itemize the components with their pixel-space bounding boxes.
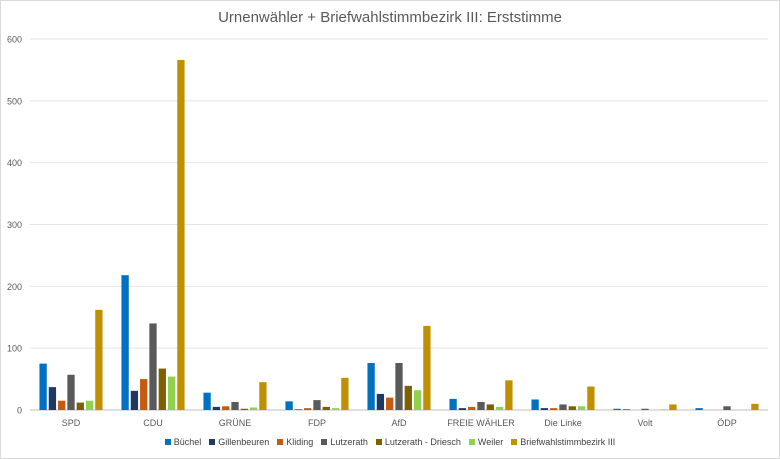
legend-item: Briefwahlstimmbezirk III [511,437,615,447]
x-tick-label: CDU [143,418,163,428]
bar [76,402,84,410]
bar [622,409,631,410]
bar [48,387,57,410]
y-tick-label: 600 [7,35,22,45]
bar [723,406,731,410]
bar [313,400,321,410]
bar [395,363,403,410]
bar [285,401,293,410]
x-tick-label: Volt [637,418,653,428]
x-tick-label: Die Linke [544,418,582,428]
bar [231,401,239,410]
bar [659,409,668,410]
legend-label: Kliding [286,437,314,447]
x-tick-label: FDP [308,418,326,428]
bar [695,408,703,410]
bar [121,275,129,410]
legend-item: Lutzerath [321,437,368,447]
bar [550,408,558,410]
legend-swatch [321,439,328,445]
bar [587,386,595,410]
legend-swatch [209,439,216,445]
legend-swatch [277,439,284,445]
bar [304,408,312,410]
bar [486,404,494,410]
bar [294,409,303,410]
legend-label: Gillenbeuren [218,437,270,447]
y-tick-label: 300 [7,220,22,230]
bar [449,398,457,410]
chart-title: Urnenwähler + Briefwahlstimmbezirk III: … [218,9,562,26]
bar [367,363,375,410]
y-tick-label: 500 [7,96,22,106]
legend-label: Weiler [477,437,504,447]
legend-swatch [375,439,382,445]
bar [222,406,230,410]
bar [158,368,166,410]
bar [495,406,504,410]
y-tick-label: 100 [7,344,22,354]
legend-label: Briefwahlstimmbezirk III [520,437,616,447]
bar [669,404,677,410]
legend-label: Büchel [173,437,202,447]
legend-item: Lutzerath - Driesch [375,437,461,447]
legend-label: Lutzerath - Driesch [384,437,461,447]
legend-swatch [164,439,171,445]
bar [259,382,267,410]
bar [85,400,94,410]
bar [423,325,431,410]
legend-item: Büchel [164,437,202,447]
x-tick-label: AfD [391,418,407,428]
legend-swatch [468,439,475,445]
bar [130,390,139,410]
bar [331,408,340,410]
y-tick-label: 0 [17,406,22,416]
bar [751,403,759,410]
bar [404,385,412,410]
bar [249,407,258,410]
bar [613,408,621,410]
legend-item: Kliding [277,437,313,447]
bar [167,376,176,410]
legend-item: Weiler [468,437,504,447]
bar [458,408,467,410]
bar [203,392,211,410]
bar [376,393,385,410]
bar [568,406,576,410]
bar [140,379,148,410]
bar [67,374,75,410]
bar [468,406,476,410]
y-tick-label: 400 [7,158,22,168]
bar [95,309,103,410]
bar [386,397,394,410]
bar [540,408,549,410]
bar [559,404,567,410]
bar [505,380,513,410]
bar [577,406,586,410]
legend: Büchel Gillenbeuren Kliding Lutzerath Lutzer… [0,437,780,447]
bar [240,408,248,410]
bar [39,363,47,410]
y-tick-label: 200 [7,282,22,292]
x-tick-label: FREIE WÄHLER [447,418,515,428]
bar [177,60,185,410]
bar [212,406,221,410]
bar [531,399,539,410]
bar [341,377,349,410]
bar [58,400,66,410]
bar [477,401,485,410]
legend-label: Lutzerath [330,437,368,447]
legend-swatch [511,439,518,445]
legend-item: Gillenbeuren [209,437,269,447]
bar [641,408,649,410]
bar [322,406,330,410]
bar [413,390,422,410]
x-tick-label: SPD [62,418,81,428]
bar [149,323,157,410]
x-tick-label: GRÜNE [219,418,252,428]
x-tick-label: ÖDP [717,418,737,428]
